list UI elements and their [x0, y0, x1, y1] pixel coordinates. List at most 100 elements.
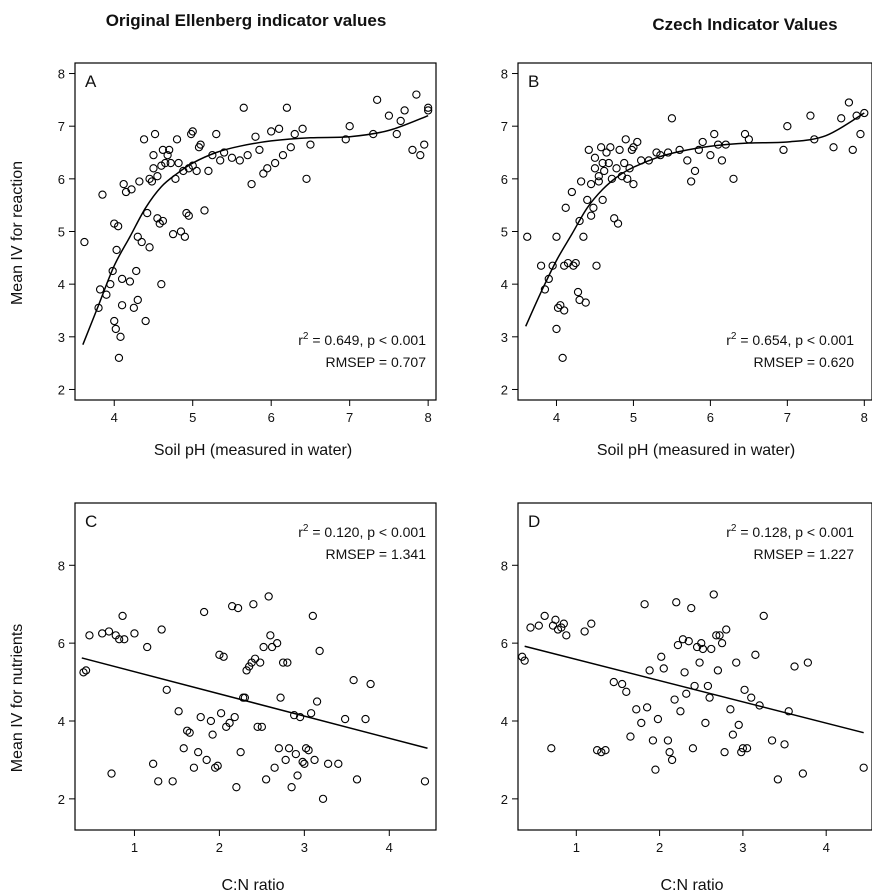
panel-a-data-point: [132, 266, 141, 276]
panel-c-data-point: [120, 635, 129, 644]
panel-d-x-tick-label: 1: [573, 840, 580, 855]
panel-a-data-point: [158, 145, 168, 155]
panel-c-data-point: [227, 602, 237, 611]
panel-c-data-point: [289, 711, 299, 720]
panel-b-data-point: [856, 129, 865, 139]
panel-d-y-tick-label: 4: [501, 714, 508, 729]
panel-c-data-point: [216, 709, 226, 718]
panel-c-data-point: [208, 730, 217, 739]
panel-b-data-point: [623, 174, 632, 183]
panel-c-data-point: [301, 744, 311, 753]
panel-c-data-point: [323, 759, 333, 768]
left-column-title: Original Ellenberg indicator values: [106, 11, 387, 30]
panel-a-data-point: [127, 185, 136, 194]
panel-a-data-point: [282, 103, 292, 112]
panel-d-data-point: [592, 746, 602, 755]
panel-d-data-point: [672, 598, 681, 607]
panel-c-data-point: [291, 749, 300, 759]
panel-c-data-point: [179, 744, 188, 753]
panel-d-data-point: [637, 718, 646, 728]
panel-d-data-point: [559, 619, 568, 628]
panel-a-data-point: [267, 127, 276, 136]
panel-d-data-point: [626, 732, 635, 741]
panel-b-data-point: [644, 156, 653, 165]
panel-b-data-point: [602, 148, 611, 157]
panel-d-data-point: [651, 765, 660, 774]
panel-b-x-tick-label: 6: [707, 410, 714, 425]
panel-a-y-tick-label: 8: [58, 67, 65, 82]
panel-b-data-point: [592, 261, 601, 270]
panel-d-data-point: [737, 747, 746, 757]
panel-c-data-point: [182, 726, 192, 735]
panel-a-x-tick-label: 8: [425, 410, 432, 425]
panel-d-data-point: [673, 640, 683, 650]
panel-b-data-point: [598, 158, 607, 168]
panel-c-data-point: [261, 775, 271, 784]
panel-b-data-point: [837, 114, 846, 123]
panel-a-y-tick-label: 6: [58, 172, 65, 187]
panel-d-data-point: [709, 590, 718, 599]
panel-a-data-point: [98, 190, 107, 199]
panel-a-data-point: [416, 150, 425, 160]
panel-a-data-point: [165, 145, 174, 155]
panel-b-data-point: [729, 174, 738, 183]
panel-b-y-tick-label: 6: [501, 172, 508, 187]
panel-b-data-point: [556, 301, 565, 310]
panel-d-data-point: [803, 658, 813, 667]
panel-c-data-point: [340, 714, 350, 724]
panel-a-data-point: [180, 232, 190, 241]
panel-c-data-point: [230, 712, 239, 722]
panel-c-data-point: [115, 635, 124, 644]
panel-d-data-point: [751, 650, 760, 659]
panel-a-data-point: [239, 103, 248, 112]
panel-b-data-point: [560, 306, 569, 315]
panel-a-data-point: [369, 129, 378, 139]
panel-d-data-point: [645, 666, 654, 675]
panel-a-data-point: [274, 124, 284, 133]
panel-a-data-point: [255, 145, 264, 155]
panel-a-data-point: [133, 232, 142, 241]
panel-c-data-point: [154, 777, 163, 786]
panel-d-x-tick-label: 3: [739, 840, 746, 855]
panel-b-data-point: [663, 148, 673, 157]
panel-a-data-point: [106, 280, 115, 289]
panel-b-data-point: [667, 114, 677, 123]
panel-a-data-point: [278, 150, 288, 160]
panel-a-data-point: [192, 166, 201, 176]
panel-c-x-axis-title: C:N ratio: [221, 877, 284, 894]
panel-c-data-point: [352, 775, 362, 784]
panel-c-data-point: [361, 714, 370, 724]
panel-b-x-tick-label: 7: [784, 410, 791, 425]
panel-a-data-point: [396, 116, 405, 126]
panel-b-data-point: [615, 145, 624, 155]
panel-b-data-point: [710, 129, 719, 139]
panel-b-data-point: [675, 145, 684, 155]
panel-a-x-tick-label: 6: [268, 410, 275, 425]
panel-c-x-tick-label: 1: [131, 840, 138, 855]
panel-d-data-point: [717, 638, 727, 648]
panel-a-data-point: [102, 290, 111, 299]
panel-c-data-point: [284, 744, 294, 753]
panel-b-data-point: [573, 287, 583, 297]
panel-a-data-point: [108, 266, 117, 276]
panel-a-data-point: [286, 143, 295, 152]
panel-c-data-point: [273, 638, 282, 648]
panel-d-data-point: [580, 627, 589, 636]
panel-b-y-tick-label: 4: [501, 277, 508, 292]
panel-c-data-point: [233, 603, 243, 613]
panel-d-chart: 1 2 3 4 2 4 6 8 Dr2 = 0.128, p < 0.001 RMSEP = 1.…: [501, 502, 872, 855]
panel-d-data-point: [640, 600, 649, 609]
panel-d-data-point: [667, 755, 677, 765]
panel-a-data-point: [384, 111, 394, 120]
panel-b-data-point: [523, 232, 532, 241]
panel-b-data-point: [706, 150, 715, 160]
panel-c-y-tick-label: 8: [58, 558, 65, 573]
panel-d-plot-frame: [517, 502, 872, 831]
panel-b-data-point: [536, 261, 546, 270]
panel-b-data-point: [717, 156, 727, 165]
panel-c-data-point: [249, 600, 258, 609]
panel-a-data-point: [372, 95, 382, 105]
panel-c-rmsep-stat: RMSEP = 1.341: [325, 546, 426, 562]
panel-d-data-point: [601, 746, 610, 755]
panel-b-data-point: [621, 135, 630, 144]
